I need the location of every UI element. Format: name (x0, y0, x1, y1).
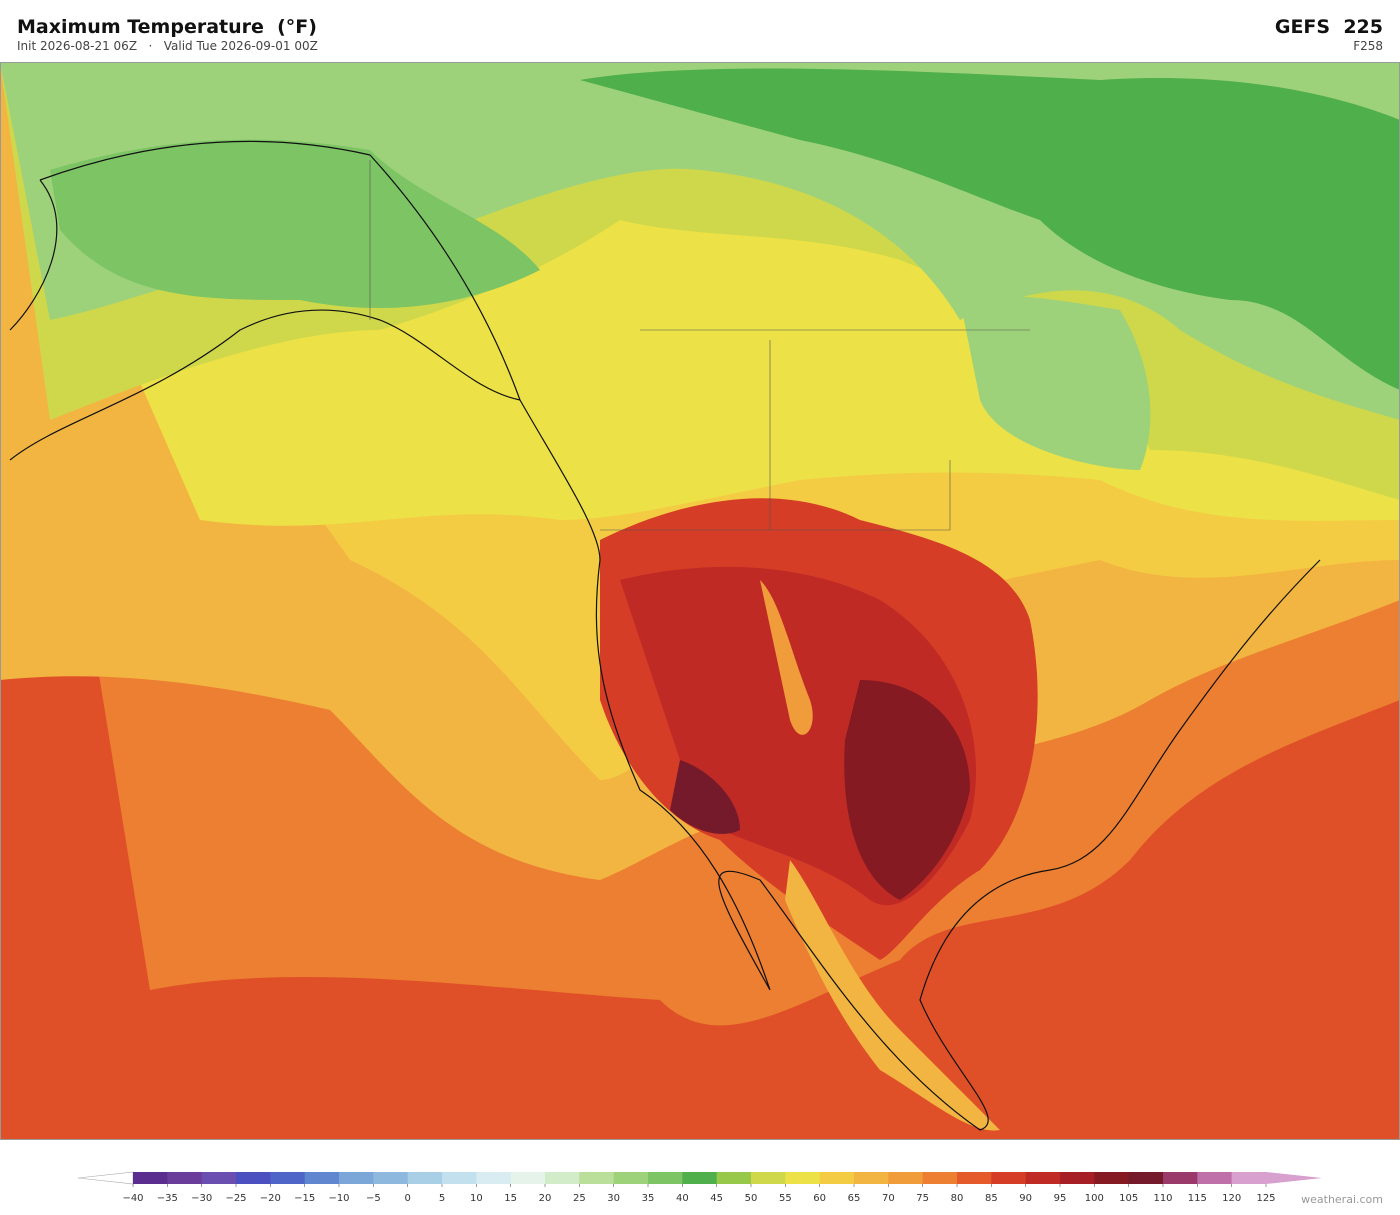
colorbar-tick-label: 115 (1188, 1193, 1207, 1204)
colorbar-tick-label: 75 (916, 1193, 929, 1204)
colorbar-swatch (167, 1172, 203, 1184)
colorbar-tick-label: 80 (951, 1193, 964, 1204)
field (960, 295, 1151, 470)
colorbar-swatch (373, 1172, 409, 1184)
colorbar-swatch (236, 1172, 271, 1184)
field (760, 580, 813, 735)
colorbar-tick-label: −5 (366, 1193, 381, 1204)
colorbar-swatch (476, 1172, 512, 1184)
colorbar-tick-label: −20 (260, 1193, 281, 1204)
colorbar-swatch (1163, 1172, 1198, 1184)
colorbar: −40 −35 −30 −25 −20 −15 −10 −5 0 5 10 15 20 25 30 35 40 4… (77, 1171, 1322, 1204)
colorbar-swatch (819, 1172, 855, 1184)
colorbar-swatch (1025, 1172, 1061, 1184)
colorbar-swatch (991, 1172, 1027, 1184)
colorbar-swatch (339, 1172, 374, 1184)
subtitle: Init 2026-08-21 06Z · Valid Tue 2026-09-… (17, 39, 318, 53)
colorbar-tick-label: 15 (504, 1193, 517, 1204)
colorbar-tick-label: 110 (1153, 1193, 1172, 1204)
colorbar-swatch (1197, 1172, 1233, 1184)
field (785, 860, 1000, 1131)
colorbar-tick-label: 0 (404, 1193, 410, 1204)
colorbar-swatch (304, 1172, 340, 1184)
colorbar-swatch (510, 1172, 546, 1184)
colorbar-tick-label: 120 (1222, 1193, 1241, 1204)
colorbar-tick-label: 100 (1085, 1193, 1104, 1204)
colorbar-tick-label: 20 (539, 1193, 552, 1204)
colorbar-tick-label: 55 (779, 1193, 792, 1204)
colorbar-tick-label: 45 (710, 1193, 723, 1204)
colorbar-swatch (442, 1172, 477, 1184)
colorbar-swatch (785, 1172, 821, 1184)
colorbar-tick-label: 35 (642, 1193, 655, 1204)
colorbar-tick-label: 95 (1054, 1193, 1067, 1204)
colorbar-swatch (1128, 1172, 1164, 1184)
field (50, 139, 540, 309)
colorbar-tick-label: −40 (122, 1193, 143, 1204)
colorbar-tick-label: 60 (813, 1193, 826, 1204)
title: Maximum Temperature (°F) (17, 16, 317, 38)
colorbar-over (1266, 1172, 1322, 1184)
colorbar-swatch (545, 1172, 580, 1184)
coastline (9, 179, 521, 461)
boundary (369, 160, 1030, 531)
colorbar-tick-label: 90 (1019, 1193, 1032, 1204)
colorbar-swatch (1060, 1172, 1095, 1184)
colorbar-tick-label: −35 (157, 1193, 178, 1204)
colorbar-tick-label: 85 (985, 1193, 998, 1204)
colorbar-swatch (888, 1172, 924, 1184)
colorbar-tick-label: 70 (882, 1193, 895, 1204)
colorbar-tick-label: −10 (328, 1193, 349, 1204)
colorbar-swatch (270, 1172, 306, 1184)
forecast-hour: F258 (1353, 39, 1383, 53)
colorbar-swatch (613, 1172, 649, 1184)
colorbar-tick-label: 50 (745, 1193, 758, 1204)
field (670, 760, 740, 834)
colorbar-tick-label: −30 (191, 1193, 212, 1204)
colorbar-tick-label: 105 (1119, 1193, 1138, 1204)
field (844, 680, 970, 900)
map (0, 62, 1400, 1140)
colorbar-swatch (1094, 1172, 1130, 1184)
colorbar-tick-label: 30 (607, 1193, 620, 1204)
colorbar-swatch (133, 1172, 168, 1184)
colorbar-tick-label: −25 (225, 1193, 246, 1204)
colorbar-under (77, 1171, 134, 1185)
colorbar-swatch (716, 1172, 752, 1184)
colorbar-swatch (201, 1172, 237, 1184)
watermark: weatherai.com (1301, 1193, 1383, 1206)
colorbar-swatch (407, 1172, 443, 1184)
colorbar-swatch (1231, 1172, 1267, 1184)
colorbar-tick-label: −15 (294, 1193, 315, 1204)
colorbar-tick-label: 5 (439, 1193, 445, 1204)
colorbar-tick-label: 65 (848, 1193, 861, 1204)
colorbar-tick-label: 40 (676, 1193, 689, 1204)
colorbar-tick-label: 10 (470, 1193, 483, 1204)
colorbar-swatch (922, 1172, 958, 1184)
colorbar-tick-label: 25 (573, 1193, 586, 1204)
colorbar-swatch (682, 1172, 718, 1184)
colorbar-swatch (648, 1172, 683, 1184)
colorbar-swatch (579, 1172, 615, 1184)
colorbar-tick-label: 125 (1256, 1193, 1275, 1204)
colorbar-swatch (957, 1172, 992, 1184)
coastline (39, 140, 1321, 1131)
colorbar-swatch (751, 1172, 786, 1184)
model: GEFS 225 (1274, 16, 1383, 38)
colorbar-swatch (854, 1172, 889, 1184)
field (580, 68, 1400, 390)
